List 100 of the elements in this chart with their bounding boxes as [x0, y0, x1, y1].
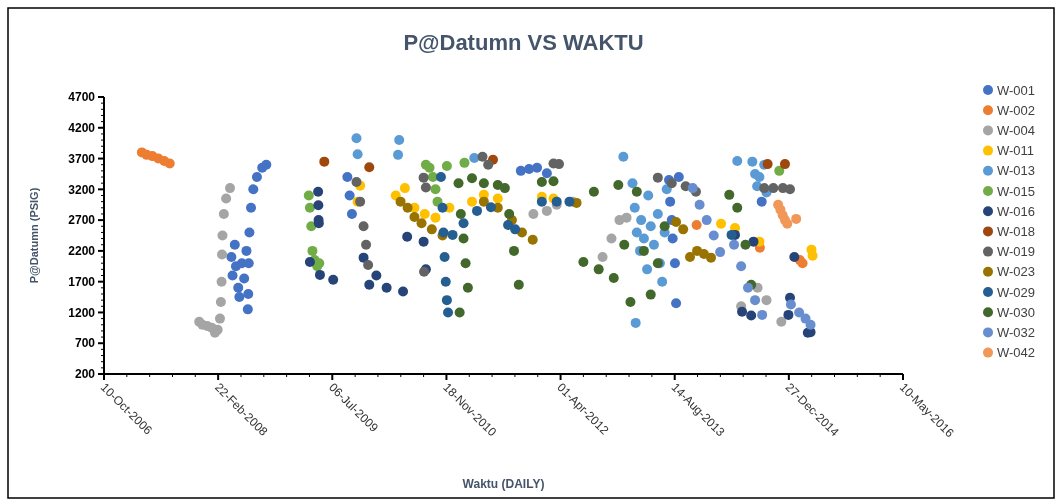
point	[732, 202, 743, 213]
point	[361, 239, 372, 250]
point	[528, 208, 539, 219]
point	[218, 208, 229, 219]
point	[756, 196, 767, 207]
point	[478, 178, 489, 189]
point	[304, 202, 315, 213]
point	[636, 215, 647, 226]
point	[358, 252, 369, 263]
y-tick-label: 3700	[68, 151, 96, 166]
point	[509, 245, 519, 256]
legend-label: W-015	[997, 183, 1036, 199]
legend-label: W-042	[997, 345, 1036, 361]
point	[805, 319, 816, 330]
point	[671, 216, 682, 227]
point	[716, 218, 727, 229]
point	[303, 190, 314, 201]
point	[736, 261, 747, 272]
point	[242, 304, 253, 315]
point	[453, 178, 464, 189]
point	[426, 224, 437, 235]
point	[645, 289, 656, 300]
point	[381, 282, 392, 293]
point	[652, 172, 663, 183]
y-tick-label: 3200	[68, 182, 96, 197]
point	[469, 152, 480, 163]
point	[454, 307, 465, 318]
point	[527, 234, 538, 245]
point	[757, 309, 768, 320]
point	[642, 264, 653, 275]
point	[351, 133, 362, 144]
point	[342, 172, 353, 183]
point	[691, 220, 702, 231]
point	[352, 149, 363, 160]
point	[671, 298, 682, 309]
point	[439, 252, 450, 263]
point	[227, 270, 238, 281]
point	[217, 249, 228, 260]
point	[441, 295, 452, 306]
point	[402, 231, 413, 242]
point	[243, 288, 254, 299]
point	[467, 173, 477, 184]
y-tick-label: 1700	[68, 274, 96, 289]
point	[729, 239, 740, 250]
point	[779, 159, 790, 170]
point	[776, 316, 787, 327]
point	[694, 199, 705, 210]
point	[548, 176, 559, 187]
point	[419, 208, 430, 219]
point	[437, 202, 448, 213]
point	[420, 182, 431, 193]
x-axis-title: Waktu (DAILY)	[462, 477, 545, 491]
point	[459, 157, 470, 168]
point	[685, 252, 696, 263]
point	[164, 158, 175, 169]
point	[504, 208, 515, 219]
point	[643, 190, 654, 201]
point	[455, 208, 466, 219]
y-tick-label: 2700	[68, 213, 96, 228]
point	[732, 156, 743, 167]
y-tick-label: 1200	[68, 305, 96, 320]
point	[458, 233, 469, 244]
point	[447, 229, 458, 240]
point	[706, 252, 717, 263]
point	[251, 172, 262, 183]
point	[358, 221, 369, 232]
point	[216, 276, 227, 287]
point	[363, 260, 374, 271]
point	[430, 212, 441, 223]
legend-label: W-029	[997, 284, 1036, 300]
point	[221, 193, 232, 204]
point	[724, 189, 735, 200]
legend-label: W-018	[997, 223, 1036, 239]
point	[631, 227, 642, 238]
legend-label: W-011	[997, 143, 1035, 159]
point	[418, 236, 429, 247]
point	[750, 295, 761, 306]
point	[443, 307, 454, 318]
point	[794, 307, 805, 318]
point	[229, 239, 240, 250]
legend-label: W-002	[997, 102, 1036, 118]
point	[477, 151, 488, 162]
point	[217, 230, 228, 241]
point	[467, 196, 477, 207]
point	[328, 274, 339, 285]
point	[398, 286, 409, 297]
point	[618, 151, 629, 162]
point	[226, 252, 237, 263]
point	[248, 184, 259, 195]
point	[393, 149, 404, 160]
point	[667, 233, 678, 244]
point	[625, 296, 636, 307]
point	[395, 196, 406, 207]
point	[351, 176, 362, 187]
legend-label: W-001	[997, 82, 1036, 98]
point	[418, 172, 429, 183]
point	[214, 313, 225, 324]
point	[409, 212, 420, 223]
point	[785, 299, 796, 310]
point	[532, 162, 543, 173]
